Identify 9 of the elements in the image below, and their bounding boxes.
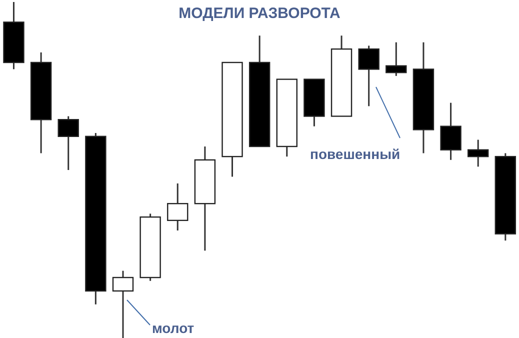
chart-title: МОДЕЛИ РАЗВОРОТА [178,5,342,22]
candlestick [440,102,462,161]
candlestick [167,182,188,232]
annotation: повешенный [310,146,400,162]
candlestick [358,44,380,107]
candlestick [386,42,407,77]
annotation: молот [152,320,194,336]
candlestick [468,139,489,168]
candlestick [58,115,79,171]
